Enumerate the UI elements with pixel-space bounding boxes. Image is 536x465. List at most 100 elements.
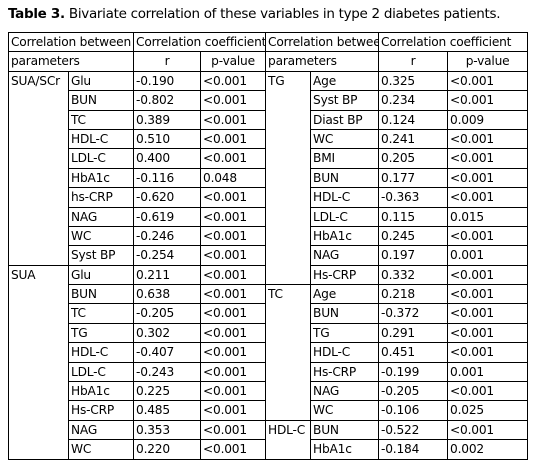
r-cell: -0.246	[133, 225, 202, 247]
table-row: HbA1c -0.116 0.048 BUN 0.177 <0.001	[9, 167, 529, 189]
r-cell: -0.372	[378, 303, 449, 324]
r-cell: -0.205	[378, 381, 449, 402]
table-row: HDL-C 0.510 <0.001 WC 0.241 <0.001	[9, 128, 529, 150]
parameter-cell: WC	[310, 128, 380, 150]
r-cell: 0.510	[133, 128, 202, 150]
p-cell: 0.025	[447, 400, 529, 421]
table-row: TG 0.302 <0.001 TG 0.291 <0.001	[9, 322, 529, 344]
parameter-cell: HbA1c	[310, 439, 380, 460]
r-cell: 0.485	[133, 400, 202, 421]
r-cell: -0.243	[133, 361, 202, 383]
r-cell: 0.197	[378, 245, 449, 266]
p-cell: <0.001	[447, 303, 529, 324]
group-cell: SUA/SCr	[8, 70, 69, 266]
p-cell: 0.002	[447, 439, 529, 460]
table-row: LDL-C -0.243 <0.001 Hs-CRP -0.199 0.001	[9, 361, 529, 383]
p-cell: <0.001	[200, 264, 267, 286]
parameter-cell: BUN	[67, 284, 135, 305]
parameter-cell: BMI	[310, 148, 380, 169]
parameter-cell: NAG	[67, 419, 135, 441]
p-cell: <0.001	[200, 284, 267, 305]
p-cell: <0.001	[200, 400, 267, 421]
parameter-cell: Hs-CRP	[310, 361, 380, 383]
r-cell: 0.353	[133, 419, 202, 441]
table-row: NAG 0.353 <0.001 HDL-C BUN -0.522 <0.001	[9, 419, 529, 460]
r-cell: 0.389	[133, 109, 202, 130]
parameter-cell: HbA1c	[310, 225, 380, 247]
parameter-cell: HDL-C	[67, 342, 135, 363]
r-cell: 0.218	[378, 284, 449, 305]
parameter-cell: WC	[67, 439, 135, 460]
table-row: SUA/SCr Glu -0.190 <0.001 TG Age 0.325 <0.001	[8, 70, 529, 286]
p-cell: 0.009	[447, 109, 529, 130]
parameter-cell: BUN	[310, 303, 380, 324]
parameter-cell: LDL-C	[67, 361, 135, 383]
table-row: Hs-CRP 0.485 <0.001 WC -0.106 0.025	[9, 400, 529, 421]
p-cell: <0.001	[447, 187, 529, 208]
r-cell: -0.106	[378, 400, 449, 421]
p-cell: <0.001	[447, 128, 529, 150]
parameter-cell: WC	[67, 225, 135, 247]
p-cell: 0.015	[447, 206, 529, 227]
parameter-cell: TC	[67, 303, 135, 324]
p-cell: <0.001	[200, 381, 267, 402]
p-cell: 0.001	[447, 245, 529, 266]
p-cell: <0.001	[447, 322, 529, 344]
parameter-cell: NAG	[310, 245, 380, 266]
parameter-cell: hs-CRP	[67, 187, 135, 208]
parameter-cell: HDL-C	[310, 342, 380, 363]
p-cell: <0.001	[200, 419, 267, 441]
p-cell: <0.001	[200, 109, 267, 130]
p-cell: <0.001	[447, 225, 529, 247]
r-cell: -0.620	[133, 187, 202, 208]
table-row: Syst BP -0.254 <0.001 NAG 0.197 0.001	[9, 245, 529, 266]
table-row: NAG -0.619 <0.001 LDL-C 0.115 0.015	[9, 206, 529, 227]
p-cell: <0.001	[447, 167, 529, 189]
group-cell: TG	[265, 70, 312, 286]
group-cell: TC	[265, 284, 312, 421]
table-row: BUN 0.638 <0.001 TC Age 0.218 <0.001	[9, 284, 529, 421]
r-cell: 0.205	[378, 148, 449, 169]
parameter-cell: TG	[67, 322, 135, 344]
p-cell: <0.001	[200, 361, 267, 383]
r-cell: 0.332	[378, 264, 449, 286]
r-cell: -0.190	[133, 70, 202, 92]
header-cell: Correlation between	[7, 31, 135, 53]
r-cell: 0.325	[378, 70, 449, 92]
table-row: Correlation between Correlation coefficie…	[7, 31, 529, 53]
p-cell: <0.001	[447, 342, 529, 363]
parameter-cell: HbA1c	[67, 381, 135, 402]
p-cell: <0.001	[200, 148, 267, 169]
parameter-cell: Syst BP	[310, 90, 380, 111]
parameter-cell: Glu	[67, 70, 135, 92]
parameter-cell: BUN	[310, 167, 380, 189]
p-cell: <0.001	[200, 245, 267, 266]
table-row: WC -0.246 <0.001 HbA1c 0.245 <0.001	[9, 225, 529, 247]
p-cell: <0.001	[200, 70, 267, 92]
r-cell: -0.116	[133, 167, 202, 189]
r-cell: -0.205	[133, 303, 202, 324]
p-cell: <0.001	[200, 90, 267, 111]
p-cell: <0.001	[200, 128, 267, 150]
p-cell: <0.001	[200, 342, 267, 363]
r-cell: 0.225	[133, 381, 202, 402]
p-cell: <0.001	[447, 70, 529, 92]
r-cell: 0.211	[133, 264, 202, 286]
table-body: Correlation between Correlation coefficie…	[7, 31, 529, 460]
parameter-cell: Age	[310, 70, 380, 92]
header-cell: Correlation between	[265, 31, 380, 53]
r-cell: 0.115	[378, 206, 449, 227]
p-cell: <0.001	[200, 187, 267, 208]
parameter-cell: Hs-CRP	[67, 400, 135, 421]
r-cell: 0.302	[133, 322, 202, 344]
parameter-cell: Syst BP	[67, 245, 135, 266]
table-caption: Table 3. Bivariate correlation of these …	[8, 6, 500, 22]
r-cell: -0.184	[378, 439, 449, 460]
parameter-cell: TG	[310, 322, 380, 344]
r-cell: -0.363	[378, 187, 449, 208]
parameter-cell: NAG	[310, 381, 380, 402]
r-cell: 0.124	[378, 109, 449, 130]
r-cell: -0.199	[378, 361, 449, 383]
parameter-cell: HDL-C	[310, 187, 380, 208]
